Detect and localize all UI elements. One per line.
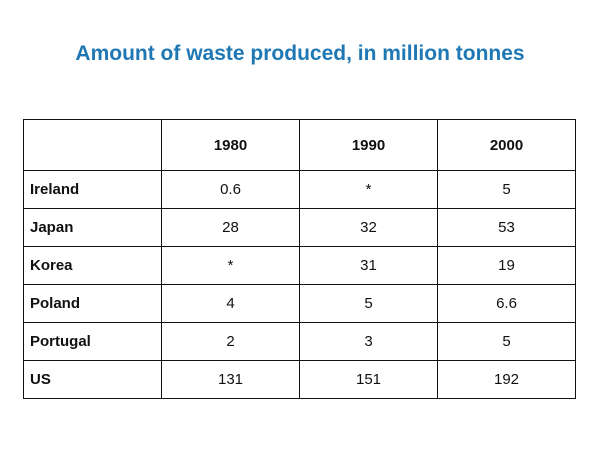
row-label: Portugal bbox=[23, 322, 162, 361]
table-cell: 53 bbox=[437, 208, 576, 247]
data-table: 1980 1990 2000 Ireland 0.6 * 5 Japan 28 32 53 Kore… bbox=[23, 119, 576, 399]
table-cell: 2 bbox=[161, 322, 300, 361]
table-cell: 192 bbox=[437, 360, 576, 399]
table-cell: 5 bbox=[299, 284, 438, 323]
header-row: 1980 1990 2000 bbox=[23, 119, 576, 171]
table-cell: 5 bbox=[437, 322, 576, 361]
row-label: Korea bbox=[23, 246, 162, 285]
corner-cell bbox=[23, 119, 162, 171]
row-label: Ireland bbox=[23, 170, 162, 209]
table-cell: 3 bbox=[299, 322, 438, 361]
table-cell: 4 bbox=[161, 284, 300, 323]
title: Amount of waste produced, in million ton… bbox=[75, 42, 525, 65]
table-cell: 19 bbox=[437, 246, 576, 285]
table-cell: 5 bbox=[437, 170, 576, 209]
column-header: 1980 bbox=[161, 119, 300, 171]
table-cell: * bbox=[299, 170, 438, 209]
table-cell: 28 bbox=[161, 208, 300, 247]
table-cell: 31 bbox=[299, 246, 438, 285]
column-header: 1990 bbox=[299, 119, 438, 171]
table-cell: 131 bbox=[161, 360, 300, 399]
table-row: Korea * 31 19 bbox=[23, 246, 576, 285]
table-cell: 6.6 bbox=[437, 284, 576, 323]
table-cell: 151 bbox=[299, 360, 438, 399]
table-row: US 131 151 192 bbox=[23, 360, 576, 399]
table-cell: * bbox=[161, 246, 300, 285]
table-cell: 32 bbox=[299, 208, 438, 247]
row-label: Poland bbox=[23, 284, 162, 323]
table-row: Japan 28 32 53 bbox=[23, 208, 576, 247]
table-row: Portugal 2 3 5 bbox=[23, 322, 576, 361]
table-row: Ireland 0.6 * 5 bbox=[23, 170, 576, 209]
row-label: US bbox=[23, 360, 162, 399]
table-cell: 0.6 bbox=[161, 170, 300, 209]
column-header: 2000 bbox=[437, 119, 576, 171]
table-row: Poland 4 5 6.6 bbox=[23, 284, 576, 323]
row-label: Japan bbox=[23, 208, 162, 247]
